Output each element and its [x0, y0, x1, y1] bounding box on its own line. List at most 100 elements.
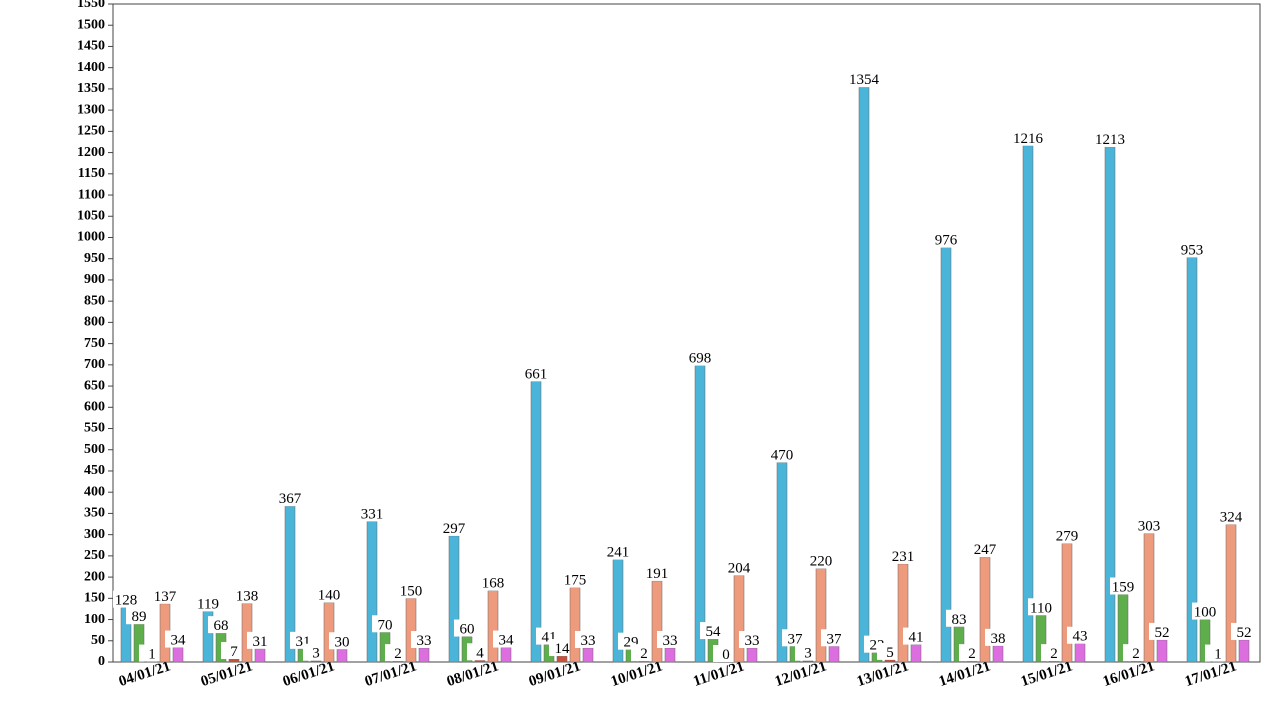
- bar: [746, 647, 758, 663]
- data-label-bg: [769, 445, 795, 463]
- data-label-bg: [1015, 128, 1041, 146]
- y-tick-label: 300: [84, 527, 105, 542]
- bar: [405, 598, 417, 663]
- bar: [858, 86, 870, 663]
- data-label: 41: [909, 630, 924, 646]
- data-label-bg: [700, 622, 726, 640]
- y-tick-label: 750: [84, 336, 105, 351]
- data-label: 2: [1050, 646, 1058, 662]
- data-label-bg: [165, 630, 191, 648]
- x-tick-label: 12/01/21: [773, 658, 829, 690]
- data-label: 68: [214, 618, 229, 634]
- data-label: 100: [1194, 605, 1217, 621]
- y-tick-label: 600: [84, 400, 105, 415]
- data-label-bg: [303, 643, 329, 661]
- data-label: 953: [1181, 242, 1204, 258]
- plot-frame: [112, 3, 1261, 663]
- data-label: 1216: [1013, 131, 1044, 147]
- data-label-bg: [1028, 598, 1054, 616]
- data-label-bg: [441, 518, 467, 536]
- data-label: 303: [1138, 518, 1161, 534]
- data-label: 168: [482, 576, 505, 592]
- x-tick-label: 09/01/21: [527, 658, 583, 690]
- data-label-bg: [523, 364, 549, 382]
- data-label: 661: [525, 366, 548, 382]
- data-label: 128: [115, 593, 138, 609]
- data-label-bg: [1192, 602, 1218, 620]
- data-label: 1: [148, 647, 156, 663]
- data-label: 698: [689, 351, 712, 367]
- bar: [487, 590, 499, 663]
- bar: [1143, 533, 1155, 663]
- data-label-bg: [1179, 240, 1205, 258]
- data-label: 14: [555, 641, 571, 657]
- data-label-bg: [903, 627, 929, 645]
- y-tick-label: 1300: [77, 102, 105, 117]
- y-tick-label: 1450: [77, 39, 105, 54]
- bar: [1061, 543, 1073, 663]
- bar: [694, 365, 706, 663]
- data-label-bg: [113, 590, 139, 608]
- data-label-bg: [221, 642, 247, 660]
- data-label: 119: [197, 596, 219, 612]
- data-label: 37: [827, 631, 843, 647]
- y-tick-label: 100: [84, 612, 105, 627]
- bar: [1225, 524, 1237, 663]
- data-label-bg: [687, 348, 713, 366]
- x-tick-label: 17/01/21: [1183, 658, 1239, 690]
- data-label: 0: [722, 647, 730, 663]
- data-label-bg: [644, 563, 670, 581]
- data-label: 204: [728, 560, 751, 576]
- y-tick-label: 950: [84, 251, 105, 266]
- data-label: 37: [788, 631, 804, 647]
- data-label-bg: [985, 628, 1011, 646]
- data-label-bg: [946, 609, 972, 627]
- data-label: 33: [417, 633, 432, 649]
- data-label-bg: [605, 542, 631, 560]
- data-label: 5: [886, 645, 894, 661]
- x-tick-label: 13/01/21: [855, 658, 911, 690]
- bar: [448, 535, 460, 663]
- data-label-bg: [877, 642, 903, 660]
- bar: [940, 247, 952, 663]
- data-label: 231: [892, 549, 915, 565]
- data-label-bg: [329, 632, 355, 650]
- data-label-bg: [1123, 644, 1149, 662]
- data-label-bg: [562, 570, 588, 588]
- data-label-bg: [1041, 644, 1067, 662]
- data-label-bg: [795, 643, 821, 661]
- y-tick-label: 1150: [78, 166, 105, 181]
- bar: [733, 575, 745, 663]
- bar: [336, 649, 348, 663]
- data-label-bg: [972, 540, 998, 558]
- bar: [664, 647, 676, 663]
- bar: [172, 647, 184, 663]
- data-label: 1: [1214, 647, 1222, 663]
- data-label-bg: [1149, 622, 1175, 640]
- bar: [569, 587, 581, 663]
- bar: [1074, 643, 1086, 663]
- y-tick-label: 1200: [77, 145, 105, 160]
- data-label-bg: [493, 630, 519, 648]
- data-label: 70: [378, 617, 393, 633]
- data-label-bg: [277, 489, 303, 507]
- bar: [992, 645, 1004, 663]
- y-tick-label: 1100: [78, 187, 105, 202]
- data-label: 159: [1112, 580, 1135, 596]
- y-tick-label: 1550: [77, 0, 105, 11]
- data-label-bg: [480, 573, 506, 591]
- y-tick-label: 1500: [77, 17, 105, 32]
- y-tick-label: 200: [84, 569, 105, 584]
- y-tick-label: 450: [84, 463, 105, 478]
- data-label: 140: [318, 588, 341, 604]
- data-label: 1213: [1095, 132, 1125, 148]
- bar: [979, 556, 991, 663]
- y-tick-label: 350: [84, 506, 105, 521]
- bar: [815, 568, 827, 663]
- data-label-bg: [247, 631, 273, 649]
- data-label-bg: [234, 586, 260, 604]
- data-label: 7: [230, 644, 238, 660]
- y-tick-label: 900: [84, 272, 105, 287]
- data-label: 33: [745, 633, 760, 649]
- y-tick-label: 1250: [77, 124, 105, 139]
